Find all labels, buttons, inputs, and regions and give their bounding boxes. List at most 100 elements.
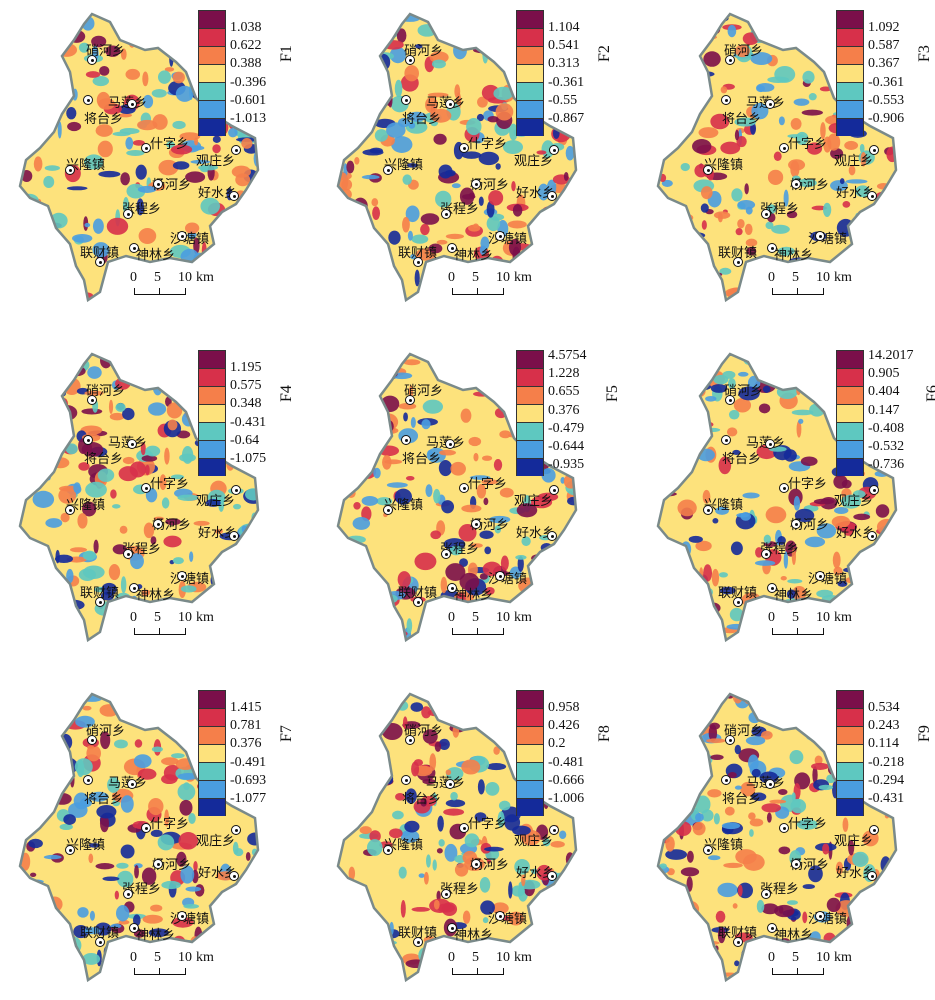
settlement-marker-icon bbox=[815, 911, 825, 921]
raster-patch bbox=[738, 386, 760, 401]
raster-patch bbox=[710, 113, 730, 130]
raster-patch bbox=[249, 527, 258, 540]
raster-patch bbox=[765, 19, 788, 26]
raster-patch bbox=[355, 624, 368, 640]
raster-patch bbox=[373, 80, 386, 93]
raster-patch bbox=[349, 434, 369, 442]
raster-patch bbox=[372, 970, 380, 980]
raster-patch bbox=[546, 211, 561, 228]
raster-patch bbox=[98, 170, 121, 178]
raster-patch bbox=[550, 841, 565, 848]
settlement-marker-icon bbox=[549, 825, 559, 835]
raster-patch bbox=[230, 261, 235, 279]
raster-patch bbox=[709, 694, 719, 703]
raster-patch bbox=[534, 907, 548, 925]
scale-bar: 0 5 10 km bbox=[446, 610, 536, 640]
raster-patch bbox=[80, 425, 103, 435]
raster-patch bbox=[340, 607, 353, 619]
raster-patch bbox=[533, 933, 542, 946]
scale-tick-label: 10 bbox=[178, 610, 192, 625]
raster-patch bbox=[169, 262, 185, 267]
raster-patch bbox=[25, 58, 47, 74]
raster-patch bbox=[565, 145, 575, 161]
raster-patch bbox=[778, 116, 785, 126]
raster-patch bbox=[450, 791, 458, 801]
settlement-marker-icon bbox=[95, 937, 105, 947]
legend-swatch bbox=[836, 64, 864, 82]
legend-value: 1.092 bbox=[868, 20, 900, 35]
raster-patch bbox=[121, 694, 127, 701]
legend-value: 0.348 bbox=[230, 396, 262, 412]
place-label: 硝河乡 bbox=[404, 384, 444, 399]
raster-patch bbox=[436, 890, 441, 902]
scale-unit: km bbox=[834, 610, 852, 625]
raster-patch bbox=[777, 536, 786, 545]
raster-patch bbox=[663, 449, 679, 465]
raster-patch bbox=[712, 518, 719, 524]
raster-patch bbox=[557, 263, 574, 270]
scale-unit: km bbox=[196, 610, 214, 625]
place-label: 好水乡 bbox=[516, 186, 556, 201]
raster-patch bbox=[536, 241, 548, 254]
raster-patch bbox=[177, 494, 199, 501]
raster-patch bbox=[185, 14, 192, 22]
settlement-marker-icon bbox=[141, 143, 151, 153]
settlement-marker-icon bbox=[547, 531, 557, 541]
legend-swatch bbox=[198, 386, 226, 404]
county-boundary bbox=[656, 352, 898, 643]
settlement-marker-icon bbox=[231, 825, 241, 835]
settlement-marker-icon bbox=[867, 871, 877, 881]
raster-patch bbox=[786, 589, 796, 599]
raster-patch bbox=[508, 881, 513, 899]
settlement-marker-icon bbox=[177, 571, 187, 581]
place-label: 联财镇 bbox=[398, 246, 438, 261]
raster-patch bbox=[781, 366, 798, 377]
raster-patch bbox=[92, 218, 104, 234]
legend-values: 4.5754 1.228 0.655 0.376 -0.479 -0.644 -0.935 bbox=[548, 347, 587, 474]
raster-patch bbox=[130, 553, 144, 570]
raster-patch bbox=[688, 701, 698, 719]
raster-patch bbox=[685, 93, 699, 104]
raster-patch bbox=[706, 738, 726, 744]
legend-value: 0.114 bbox=[868, 736, 899, 752]
raster-patch bbox=[342, 735, 353, 747]
raster-patch bbox=[143, 522, 155, 539]
raster-patch bbox=[673, 83, 683, 90]
raster-patch bbox=[429, 615, 435, 630]
raster-patch bbox=[879, 543, 894, 559]
settlement-marker-icon bbox=[405, 55, 415, 65]
raster-patch bbox=[338, 265, 349, 271]
raster-patch bbox=[819, 86, 832, 92]
raster-patch bbox=[341, 959, 354, 974]
raster-patch bbox=[879, 233, 885, 241]
scale-line bbox=[452, 968, 504, 975]
raster-patch bbox=[166, 141, 175, 149]
raster-patch bbox=[349, 553, 356, 563]
raster-patch bbox=[486, 200, 495, 218]
raster-patch bbox=[713, 813, 720, 825]
county-boundary bbox=[336, 12, 578, 303]
settlement-marker-icon bbox=[733, 597, 743, 607]
raster-patch bbox=[826, 897, 841, 913]
raster-patch bbox=[884, 573, 896, 582]
raster-patch bbox=[84, 390, 104, 396]
scale-unit: km bbox=[834, 950, 852, 965]
raster-patch bbox=[67, 121, 82, 132]
raster-patch bbox=[148, 928, 169, 938]
raster-patch bbox=[371, 695, 387, 705]
scale-tick-label: 0 bbox=[768, 270, 775, 285]
choropleth-map bbox=[336, 352, 578, 643]
scale-bar: 0 5 10 km bbox=[766, 950, 856, 980]
raster-patch bbox=[371, 198, 379, 207]
raster-patch bbox=[365, 780, 385, 788]
raster-patch bbox=[200, 197, 220, 215]
raster-patch bbox=[659, 788, 671, 801]
settlement-marker-icon bbox=[87, 55, 97, 65]
raster-patch bbox=[55, 760, 68, 773]
settlement-marker-icon bbox=[401, 775, 411, 785]
legend-swatch bbox=[516, 458, 544, 476]
raster-patch bbox=[802, 911, 808, 924]
raster-patch bbox=[188, 813, 196, 824]
raster-patch bbox=[473, 452, 479, 462]
raster-patch bbox=[756, 899, 765, 913]
